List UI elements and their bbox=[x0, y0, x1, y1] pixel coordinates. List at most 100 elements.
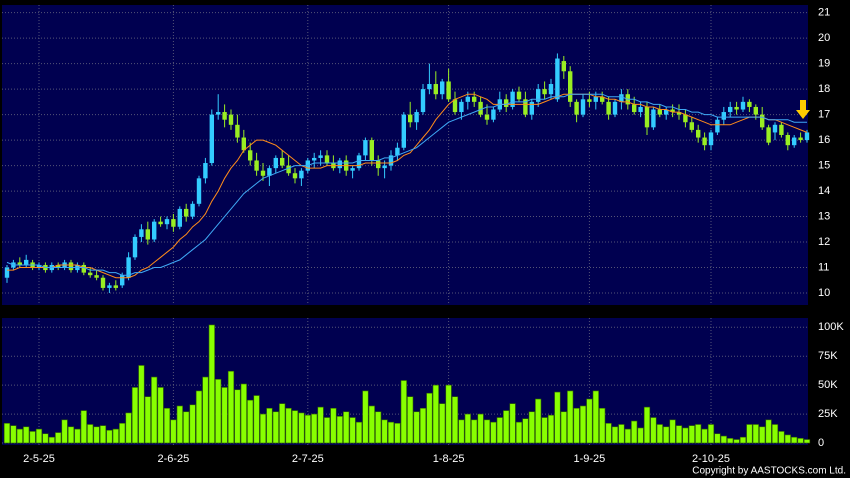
volume-bar bbox=[688, 425, 695, 444]
volume-bar bbox=[189, 404, 196, 444]
volume-bar bbox=[349, 417, 356, 444]
volume-bar bbox=[247, 399, 254, 444]
candle-body bbox=[772, 124, 778, 133]
volume-bar bbox=[515, 421, 523, 444]
volume-bar bbox=[336, 416, 343, 444]
volume-bar bbox=[400, 380, 407, 444]
volume-bar bbox=[547, 414, 555, 444]
volume-bar bbox=[746, 424, 753, 444]
candle-body bbox=[94, 275, 99, 278]
y-tick-label: 15 bbox=[818, 159, 830, 171]
candle-body bbox=[760, 114, 765, 128]
volume-bar bbox=[157, 387, 164, 444]
candle-body bbox=[139, 229, 144, 237]
volume-bar bbox=[48, 436, 55, 444]
y-tick-label: 18 bbox=[818, 83, 830, 95]
volume-bar bbox=[695, 424, 702, 444]
candle-body bbox=[792, 137, 797, 146]
volume-bar bbox=[279, 403, 286, 444]
volume-bar bbox=[407, 396, 414, 444]
volume-bar bbox=[208, 324, 215, 444]
volume-bar bbox=[707, 424, 715, 444]
volume-bar bbox=[23, 426, 30, 444]
candle-body bbox=[478, 101, 483, 115]
volume-bar bbox=[195, 390, 203, 444]
volume-bar bbox=[573, 407, 580, 444]
volume-bar bbox=[771, 424, 779, 444]
volume-bar bbox=[765, 419, 772, 444]
volume-bar bbox=[579, 405, 587, 444]
volume-bar bbox=[368, 405, 375, 444]
volume-bar bbox=[778, 431, 785, 444]
last-price-arrow bbox=[796, 100, 810, 119]
candle-body bbox=[420, 89, 426, 113]
candle-body bbox=[593, 96, 598, 102]
volume-bar bbox=[125, 412, 132, 444]
volume-bar bbox=[618, 424, 625, 444]
y-tick-label: 14 bbox=[818, 185, 830, 197]
candle-body bbox=[126, 257, 131, 278]
candle-body bbox=[4, 267, 10, 278]
candle-body bbox=[318, 155, 323, 158]
volume-bar bbox=[394, 423, 401, 444]
volume-tick-label: 0 bbox=[818, 437, 824, 449]
volume-bar bbox=[624, 428, 631, 444]
candle-body bbox=[299, 170, 304, 179]
volume-bar bbox=[330, 407, 337, 444]
volume-bar bbox=[163, 407, 171, 444]
y-tick-label: 16 bbox=[818, 134, 830, 146]
volume-bar bbox=[605, 423, 612, 444]
candle-body bbox=[536, 89, 541, 102]
volume-bar bbox=[16, 428, 23, 444]
candle-body bbox=[568, 71, 573, 102]
volume-bar bbox=[701, 428, 708, 444]
candle-body bbox=[273, 157, 278, 169]
candle-body bbox=[728, 106, 733, 113]
volume-tick-label: 25K bbox=[818, 408, 838, 420]
candle-body bbox=[676, 112, 682, 115]
candle-body bbox=[766, 127, 771, 143]
volume-bar bbox=[80, 410, 87, 444]
candle-body bbox=[292, 173, 298, 179]
volume-bar bbox=[720, 435, 727, 444]
candle-body bbox=[280, 157, 285, 166]
candle-body bbox=[401, 114, 406, 148]
candle-body bbox=[312, 157, 317, 161]
candle-body bbox=[702, 137, 707, 146]
volume-bar bbox=[67, 426, 75, 444]
volume-tick-label: 100K bbox=[818, 321, 844, 333]
candle-body bbox=[753, 106, 758, 115]
candle-body bbox=[414, 112, 419, 123]
volume-bar bbox=[733, 439, 740, 444]
volume-bar bbox=[471, 419, 478, 444]
volume-bar bbox=[599, 407, 606, 444]
volume-bar bbox=[413, 411, 420, 444]
volume-bar bbox=[643, 406, 651, 444]
x-tick-label: 1-9-25 bbox=[574, 453, 606, 465]
candle-body bbox=[216, 112, 221, 115]
volume-bar bbox=[541, 417, 548, 444]
volume-bar bbox=[61, 419, 68, 444]
volume-bar bbox=[42, 433, 49, 444]
y-tick-label: 10 bbox=[818, 287, 830, 299]
volume-bar bbox=[503, 410, 510, 444]
candle-body bbox=[177, 208, 182, 227]
candle-body bbox=[433, 84, 438, 95]
candle-body bbox=[235, 124, 240, 138]
volume-bar bbox=[535, 398, 542, 444]
candle-body bbox=[446, 81, 451, 100]
volume-bar bbox=[259, 413, 267, 444]
volume-bar bbox=[714, 433, 721, 444]
volume-bar bbox=[797, 438, 804, 444]
candle-body bbox=[68, 262, 74, 271]
candle-body bbox=[632, 104, 637, 113]
x-tick-label: 2-7-25 bbox=[292, 453, 324, 465]
volume-bar bbox=[272, 411, 279, 444]
candle-body bbox=[171, 219, 176, 227]
volume-tick-label: 75K bbox=[818, 350, 838, 362]
volume-bar bbox=[138, 365, 145, 444]
volume-bar bbox=[87, 424, 94, 444]
candle-body bbox=[683, 114, 688, 123]
candle-body bbox=[785, 134, 790, 146]
